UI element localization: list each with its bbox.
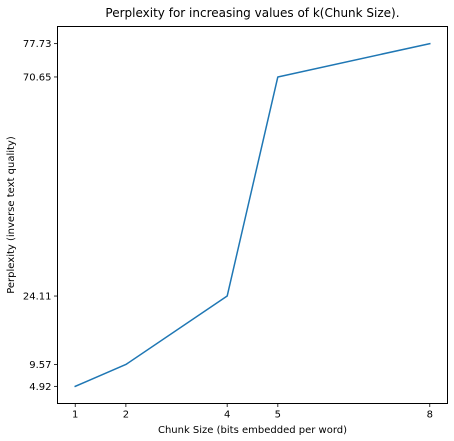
x-axis-label: Chunk Size (bits embedded per word) (158, 425, 347, 436)
chart-title: Perplexity for increasing values of k(Ch… (105, 6, 399, 20)
x-tick-label: 1 (72, 410, 78, 421)
y-tick-label: 70.65 (23, 72, 52, 83)
plot-frame (57, 26, 448, 404)
x-tick-label: 8 (427, 410, 433, 421)
x-tick-label: 4 (224, 410, 230, 421)
x-tick-label: 5 (275, 410, 281, 421)
x-tick-label: 2 (123, 410, 129, 421)
y-tick-label: 9.57 (29, 360, 51, 371)
x-axis-ticks: 1 2 4 5 8 (72, 403, 433, 421)
series-layer (74, 42, 431, 388)
plot-area (57, 26, 448, 404)
y-tick-label: 24.11 (23, 292, 52, 303)
y-axis-label: Perplexity (inverse text quality) (6, 136, 17, 294)
y-tick-label: 4.92 (29, 382, 51, 393)
y-axis-ticks: 4.92 9.57 24.11 70.65 77.73 (23, 39, 58, 393)
y-tick-label: 77.73 (23, 39, 52, 50)
